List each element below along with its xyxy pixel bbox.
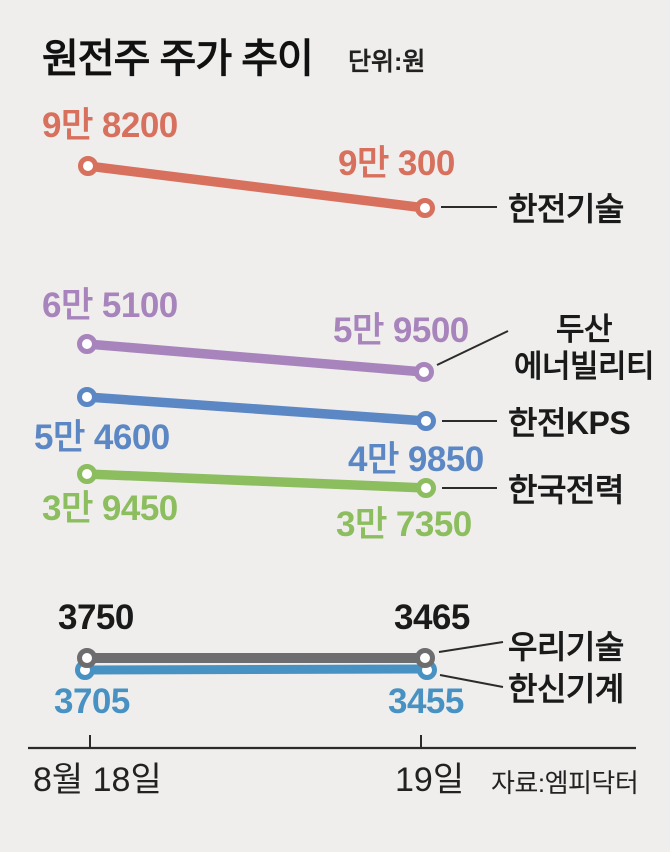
hanshin-machinery-line [80, 664, 432, 675]
kepco-enc-value-aug18: 9만 8200 [42, 106, 178, 145]
kepco-point-aug19 [416, 478, 436, 498]
doosan-enerbility-point-aug19 [414, 362, 434, 382]
woori-technology-point-aug18 [77, 648, 97, 668]
kepco-enc-point-aug18 [78, 156, 98, 176]
page-title: 원전주 주가 추이 [42, 37, 314, 81]
doosan-enerbility-value-aug18: 6만 5100 [42, 286, 178, 325]
doosan-enerbility-label-connector [436, 330, 509, 366]
doosan-enerbility-series-label-line2: 에너빌리티 [513, 348, 655, 384]
doosan-enerbility-line [82, 339, 429, 377]
kepco-enc-series-label: 한전기술 [508, 191, 624, 227]
doosan-enerbility-series-label: 두산 에너빌리티 [498, 312, 670, 385]
woori-technology-point-aug19 [415, 648, 435, 668]
hanshin-machinery-value-aug19: 3455 [388, 682, 464, 721]
kepco-kps-line [82, 392, 431, 426]
kepco-enc-point-aug19 [415, 198, 435, 218]
kepco-kps-point-aug18 [77, 387, 97, 407]
kepco-value-aug19: 3만 7350 [336, 505, 472, 544]
x-axis-label-aug19: 19일 [395, 761, 465, 799]
woori-technology-series-label: 우리기술 [508, 629, 624, 665]
woori-technology-value-aug18: 3750 [58, 598, 134, 637]
kepco-enc-line [83, 161, 430, 213]
doosan-enerbility-series-label-line1: 두산 [555, 312, 613, 347]
doosan-enerbility-point-aug18 [77, 334, 97, 354]
source-credit: 자료:엠피닥터 [491, 768, 639, 798]
kepco-kps-value-aug19: 4만 9850 [348, 440, 484, 479]
x-axis-label-aug18: 8월 18일 [33, 761, 162, 799]
kepco-point-aug18 [77, 464, 97, 484]
kepco-line [82, 469, 431, 493]
hanshin-machinery-value-aug18: 3705 [54, 682, 130, 721]
unit-label: 단위:원 [348, 48, 426, 76]
kepco-kps-point-aug19 [416, 411, 436, 431]
kepco-kps-series-label: 한전KPS [508, 405, 631, 441]
doosan-enerbility-value-aug19: 5만 9500 [333, 311, 469, 350]
woori-technology-value-aug19: 3465 [394, 598, 470, 637]
hanshin-machinery-label-connector [439, 674, 504, 688]
kepco-enc-value-aug19: 9만 300 [338, 144, 455, 183]
kepco-kps-value-aug18: 5만 4600 [34, 418, 170, 457]
kepco-value-aug18: 3만 9450 [42, 489, 178, 528]
woori-technology-label-connector [438, 641, 504, 653]
hanshin-machinery-series-label: 한신기계 [508, 671, 624, 707]
kepco-series-label: 한국전력 [508, 472, 624, 508]
